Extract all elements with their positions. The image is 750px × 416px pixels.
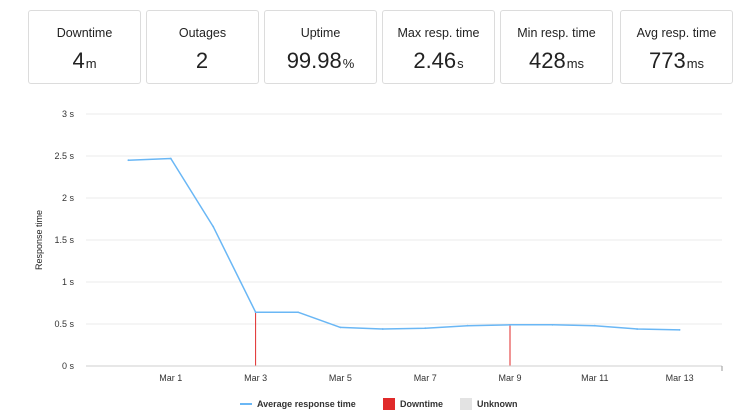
- data-point: [127, 159, 130, 162]
- stat-label: Outages: [178, 26, 227, 40]
- stat-number: 99.98: [286, 48, 342, 73]
- stats-bar: Downtime 4m Outages 2 Uptime 99.98% Max …: [0, 0, 750, 95]
- data-point: [678, 328, 681, 331]
- downtime-markers: [255, 312, 511, 366]
- stat-value: 773ms: [621, 48, 732, 74]
- legend-swatch-unknown: [460, 398, 472, 410]
- stat-value: 99.98%: [265, 48, 376, 74]
- y-tick-label: 2 s: [62, 193, 75, 203]
- data-point: [339, 326, 342, 329]
- stat-value: 2.46s: [383, 48, 494, 74]
- x-tick-label: Mar 7: [414, 373, 437, 383]
- series-line-average-response-time: [128, 157, 680, 331]
- data-point: [551, 323, 554, 326]
- stat-value: 2: [147, 48, 258, 74]
- stat-label: Uptime: [300, 26, 341, 40]
- legend-label: Downtime: [400, 399, 444, 409]
- stat-number: 773: [648, 48, 686, 73]
- data-point: [593, 324, 596, 327]
- stat-unit: m: [85, 56, 97, 71]
- stat-unit: ms: [686, 56, 705, 71]
- stat-label: Min resp. time: [517, 26, 596, 40]
- stat-label: Avg resp. time: [636, 26, 717, 40]
- stat-unit: ms: [566, 56, 585, 71]
- stat-number: 4: [72, 48, 85, 73]
- y-tick-label: 0 s: [62, 361, 75, 371]
- data-point: [636, 328, 639, 330]
- stat-label: Max resp. time: [397, 26, 480, 40]
- x-tick-label: Mar 11: [581, 373, 608, 383]
- stat-number: 2.46: [413, 48, 457, 73]
- y-tick-label: 0.5 s: [54, 319, 74, 329]
- x-tick-label: Mar 13: [666, 373, 694, 383]
- stat-number: 428: [528, 48, 566, 73]
- tick-labels: 3 s 2.5 s 2 s 1.5 s 1 s 0.5 s 0 s Mar 1 Mar 3 Mar…: [54, 109, 693, 383]
- axes: [86, 365, 723, 371]
- stat-card-uptime: Uptime 99.98%: [264, 10, 377, 84]
- stat-card-max-resp: Max resp. time 2.46s: [382, 10, 495, 84]
- stat-card-outages: Outages 2: [146, 10, 259, 84]
- stat-number: 2: [195, 48, 209, 73]
- data-point: [381, 328, 384, 330]
- legend-swatch-line: [240, 403, 252, 405]
- x-tick-label: Mar 5: [329, 373, 352, 383]
- x-tick-label: Mar 9: [498, 373, 521, 383]
- data-point: [424, 327, 427, 330]
- legend-label: Average response time: [257, 399, 356, 409]
- stat-card-downtime: Downtime 4m: [28, 10, 141, 84]
- y-axis-title: Response time: [34, 210, 44, 270]
- stat-value: 4m: [29, 48, 140, 74]
- series: [127, 157, 681, 331]
- stat-card-min-resp: Min resp. time 428ms: [500, 10, 613, 84]
- stat-unit: %: [342, 56, 355, 71]
- legend-swatch-downtime: [383, 398, 395, 410]
- stat-card-avg-resp: Avg resp. time 773ms: [620, 10, 733, 84]
- data-point: [254, 311, 257, 314]
- y-tick-label: 1 s: [62, 277, 75, 287]
- data-point: [466, 324, 469, 327]
- data-point: [169, 157, 172, 160]
- data-point: [212, 225, 215, 228]
- x-tick-label: Mar 3: [244, 373, 267, 383]
- stat-value: 428ms: [501, 48, 612, 74]
- stat-label: Downtime: [56, 26, 113, 40]
- response-time-chart: 3 s 2.5 s 2 s 1.5 s 1 s 0.5 s 0 s Mar 1 Mar 3 Mar…: [34, 109, 723, 383]
- data-point: [509, 323, 511, 326]
- y-tick-label: 1.5 s: [54, 235, 74, 245]
- y-tick-label: 3 s: [62, 109, 75, 119]
- legend-label: Unknown: [477, 399, 518, 409]
- data-point: [297, 311, 299, 314]
- x-tick-label: Mar 1: [159, 373, 182, 383]
- y-tick-label: 2.5 s: [54, 151, 74, 161]
- stat-unit: s: [457, 56, 464, 71]
- chart-legend: Average response time Downtime Unknown: [0, 397, 750, 413]
